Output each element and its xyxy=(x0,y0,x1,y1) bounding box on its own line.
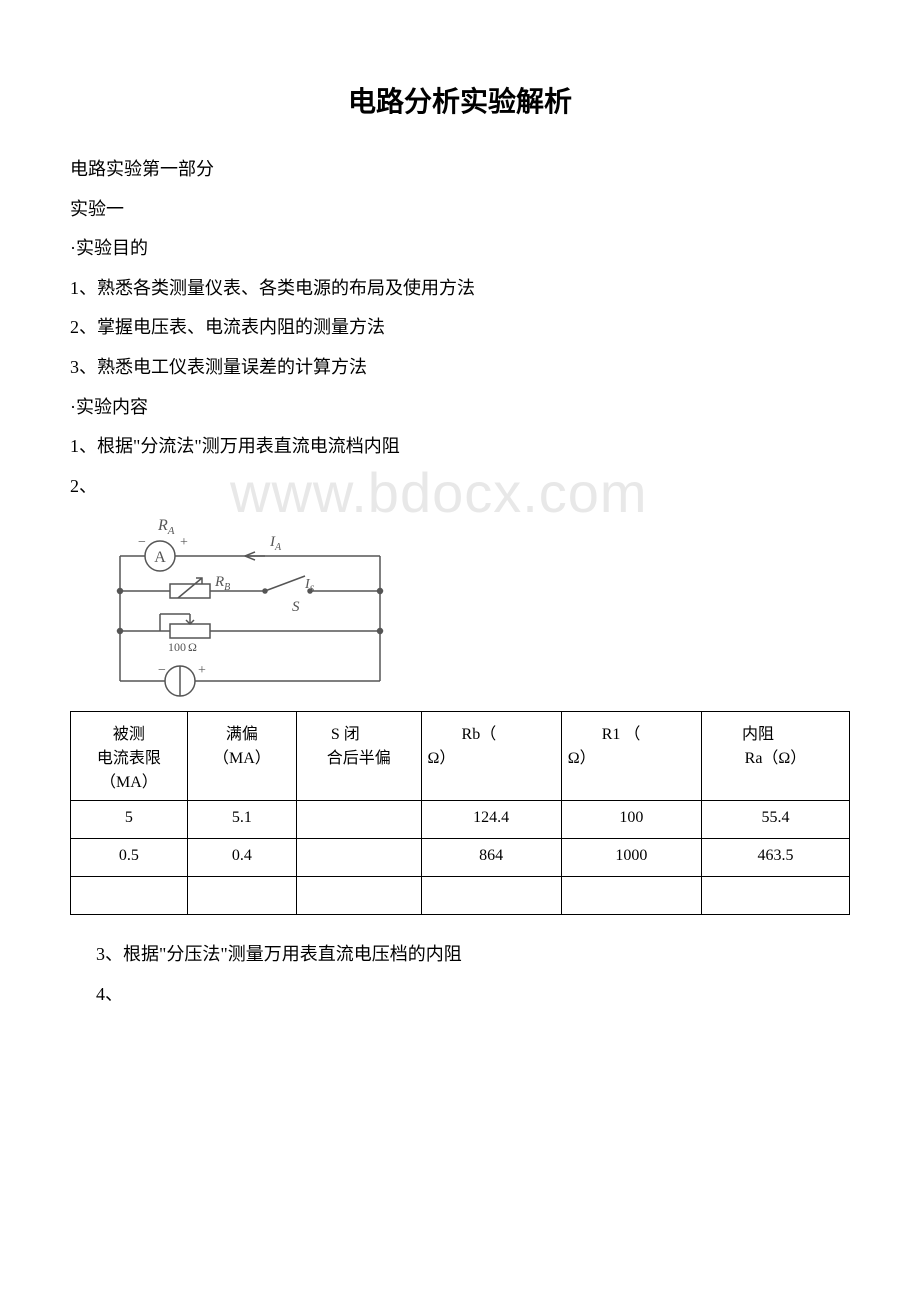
ia-label: IA xyxy=(269,534,282,553)
intro-line-6: 3、熟悉电工仪表测量误差的计算方法 xyxy=(70,348,850,388)
ra-label: RA xyxy=(157,517,175,537)
cell xyxy=(421,877,561,915)
cell xyxy=(296,877,421,915)
table-row: 0.5 0.4 864 1000 463.5 xyxy=(71,839,850,877)
cell: 864 xyxy=(421,839,561,877)
minus-bottom: − xyxy=(158,663,166,678)
intro-line-9: 2、 xyxy=(70,467,850,507)
cell: 5 xyxy=(71,801,188,839)
cell xyxy=(701,877,849,915)
circuit-diagram: A − + RA IA − + xyxy=(110,516,400,701)
outro-line-1: 3、根据"分压法"测量万用表直流电压档的内阻 xyxy=(96,935,850,975)
outro-content: 3、根据"分压法"测量万用表直流电压档的内阻 4、 xyxy=(70,935,850,1014)
cell: 55.4 xyxy=(701,801,849,839)
cell xyxy=(296,839,421,877)
plus-bottom: + xyxy=(198,663,206,678)
th-3: S 闭 合后半偏 xyxy=(296,712,421,801)
r100-label: 100Ω xyxy=(168,640,197,654)
cell: 1000 xyxy=(561,839,701,877)
cell xyxy=(187,877,296,915)
plus-top: + xyxy=(180,535,188,550)
cell: 5.1 xyxy=(187,801,296,839)
table-row: 5 5.1 124.4 100 55.4 xyxy=(71,801,850,839)
th-5: R1 （ Ω） xyxy=(561,712,701,801)
doc-title: 电路分析实验解析 xyxy=(70,80,850,120)
cell: 0.4 xyxy=(187,839,296,877)
minus-top: − xyxy=(138,535,146,550)
measurement-table: 被测 电流表限 （MA） 满偏 （MA） S 闭 合后半偏 Rb（ Ω） xyxy=(70,711,850,915)
intro-line-8: 1、根据"分流法"测万用表直流电流档内阻 xyxy=(70,427,850,467)
is-label: IS xyxy=(304,577,315,594)
intro-line-2: 实验一 xyxy=(70,190,850,230)
s-label: S xyxy=(292,599,300,615)
cell xyxy=(296,801,421,839)
table-row xyxy=(71,877,850,915)
outro-line-2: 4、 xyxy=(96,975,850,1015)
cell xyxy=(71,877,188,915)
body-content: 电路实验第一部分 实验一 ·实验目的 1、熟悉各类测量仪表、各类电源的布局及使用… xyxy=(70,150,850,506)
rb-label: RB xyxy=(214,574,230,593)
ammeter-label: A xyxy=(154,549,166,566)
intro-line-1: 电路实验第一部分 xyxy=(70,150,850,190)
circuit-svg: A − + RA IA − + xyxy=(110,516,400,701)
intro-line-3: ·实验目的 xyxy=(70,229,850,269)
th-4: Rb（ Ω） xyxy=(421,712,561,801)
cell: 0.5 xyxy=(71,839,188,877)
cell: 463.5 xyxy=(701,839,849,877)
cell: 124.4 xyxy=(421,801,561,839)
th-1: 被测 电流表限 （MA） xyxy=(71,712,188,801)
th-6: 内阻 Ra（Ω） xyxy=(701,712,849,801)
intro-line-7: ·实验内容 xyxy=(70,388,850,428)
intro-line-4: 1、熟悉各类测量仪表、各类电源的布局及使用方法 xyxy=(70,269,850,309)
th-2: 满偏 （MA） xyxy=(187,712,296,801)
intro-line-5: 2、掌握电压表、电流表内阻的测量方法 xyxy=(70,308,850,348)
cell: 100 xyxy=(561,801,701,839)
cell xyxy=(561,877,701,915)
